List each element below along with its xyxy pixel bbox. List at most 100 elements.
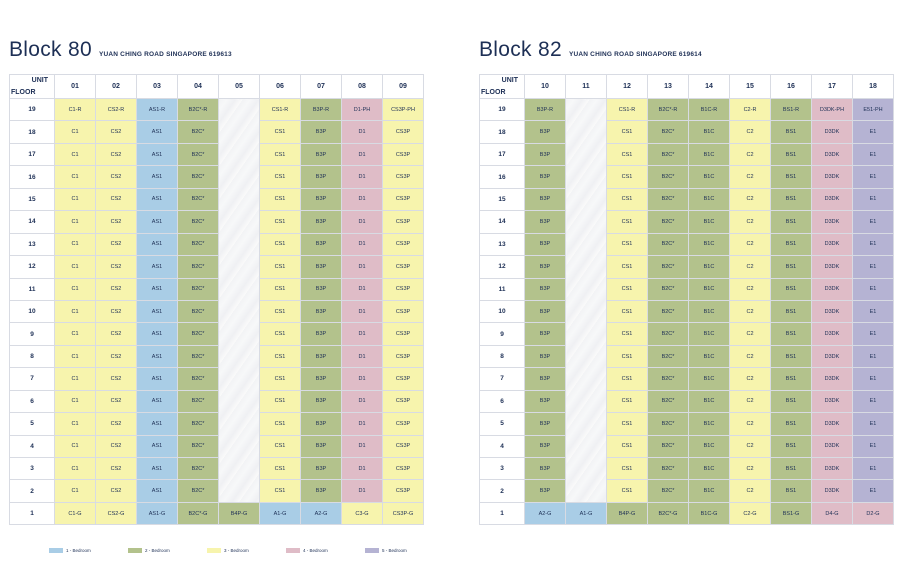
unit-number-07: 07 <box>300 74 342 99</box>
unit-header-label: UNIT <box>31 77 48 84</box>
unit-type-cell: D1 <box>341 187 383 212</box>
unit-type-cell: CS3P <box>382 255 424 279</box>
unit-type-cell: B2C* <box>647 232 689 257</box>
unit-type-cell: B3P <box>300 277 342 301</box>
unit-type-cell: C1 <box>54 322 96 346</box>
unit-type-cell: CS1 <box>259 479 301 503</box>
unit-type-cell: CS3P <box>382 367 424 391</box>
unit-type-cell: B3P <box>524 165 566 189</box>
floor-row-6: 6 B3P CS1 B2C* B1C C2 BS1 D3DK E1 <box>479 389 894 414</box>
unit-type-cell: E1 <box>852 120 894 144</box>
unit-type-cell: D1 <box>341 412 383 436</box>
unit-type-cell: B1C <box>688 322 730 346</box>
floor-row-11: 11 B3P CS1 B2C* B1C C2 BS1 D3DK E1 <box>479 277 894 301</box>
legend-swatch <box>286 548 300 553</box>
floor-number: 3 <box>9 456 55 481</box>
unit-type-cell: AS1 <box>136 232 178 257</box>
floor-number: 2 <box>9 479 55 503</box>
floor-number: 12 <box>9 255 55 279</box>
unit-number-03: 03 <box>136 74 178 99</box>
floor-number: 17 <box>9 142 55 167</box>
floor-row-15: 15 B3P CS1 B2C* B1C C2 BS1 D3DK E1 <box>479 187 894 212</box>
floor-number: 16 <box>9 165 55 189</box>
unit-type-cell: E1 <box>852 210 894 234</box>
unit-type-cell: D3DK <box>811 322 853 346</box>
unit-type-cell: B2C* <box>177 142 219 167</box>
unit-type-cell: D1-PH <box>341 97 383 122</box>
unit-type-cell: E1 <box>852 389 894 414</box>
unit-type-cell: BS1 <box>770 456 812 481</box>
floor-number: 5 <box>479 412 525 436</box>
unit-type-cell: CS3P <box>382 456 424 481</box>
unit-type-cell: B1C <box>688 165 730 189</box>
legend-swatch <box>365 548 379 553</box>
unit-type-cell: C1 <box>54 456 96 481</box>
unit-number-15: 15 <box>729 74 771 99</box>
unit-type-cell: E1 <box>852 165 894 189</box>
floor-number: 1 <box>479 501 525 526</box>
unit-type-cell: C2 <box>729 277 771 301</box>
unit-type-cell: D1 <box>341 232 383 257</box>
unit-type-cell: CS1 <box>606 120 648 144</box>
unit-type-cell: B3P <box>524 210 566 234</box>
unit-type-cell: CS1 <box>259 299 301 324</box>
floor-row-5: 5 C1 CS2 AS1 B2C* CS1 B3P D1 CS3P <box>9 412 424 436</box>
unit-type-cell: D3DK <box>811 367 853 391</box>
unit-header-row: UNIT FLOOR 10 11 12 13 14 15 16 17 18 <box>479 74 894 99</box>
floor-number: 19 <box>479 97 525 122</box>
unit-type-cell: CS3P-PH <box>382 97 424 122</box>
unit-type-cell: CS2 <box>95 187 137 212</box>
unit-type-cell: C2-G <box>729 501 771 526</box>
unit-header-label: UNIT <box>501 77 518 84</box>
unit-type-cell: B3P <box>524 344 566 369</box>
unit-type-cell: B2C* <box>647 344 689 369</box>
legend-label: 2 - Bedroom <box>145 548 170 553</box>
unit-type-cell: C2 <box>729 299 771 324</box>
unit-type-cell: B2C*-G <box>177 501 219 526</box>
unit-type-cell: C2 <box>729 255 771 279</box>
unit-type-cell: C2 <box>729 187 771 212</box>
unit-type-cell: CS1 <box>606 255 648 279</box>
floor-row-4: 4 C1 CS2 AS1 B2C* CS1 B3P D1 CS3P <box>9 434 424 459</box>
unit-type-cell: BS1 <box>770 412 812 436</box>
unit-type-cell: B1C-R <box>688 97 730 122</box>
floor-row-16: 16 B3P CS1 B2C* B1C C2 BS1 D3DK E1 <box>479 165 894 189</box>
block-header: Block 82 YUAN CHING ROAD SINGAPORE 61961… <box>479 38 894 70</box>
unit-type-cell: AS1 <box>136 142 178 167</box>
unit-type-cell: CS2 <box>95 142 137 167</box>
unit-type-cell: C1 <box>54 255 96 279</box>
unit-type-cell: B2C* <box>177 299 219 324</box>
floor-number: 9 <box>479 322 525 346</box>
unit-type-cell: B2C* <box>177 120 219 144</box>
unit-type-cell: C2 <box>729 389 771 414</box>
unit-type-cell: B1C <box>688 456 730 481</box>
unit-type-cell: B2C* <box>177 277 219 301</box>
unit-type-cell: D3DK <box>811 344 853 369</box>
unit-type-cell: D1 <box>341 299 383 324</box>
unit-type-cell: D1 <box>341 277 383 301</box>
unit-type-cell: B3P <box>524 479 566 503</box>
unit-type-cell: B3P <box>524 120 566 144</box>
unit-type-cell: D3DK <box>811 120 853 144</box>
unit-type-cell: CS1 <box>259 367 301 391</box>
unit-type-cell: B2C* <box>177 187 219 212</box>
unit-type-cell: E1 <box>852 142 894 167</box>
unit-number-06: 06 <box>259 74 301 99</box>
unit-grid-block-80: UNIT FLOOR 01 02 03 04 05 06 07 08 09 19 C1-R CS2-R AS… <box>9 74 424 526</box>
unit-type-cell: CS2 <box>95 479 137 503</box>
floor-number: 4 <box>479 434 525 459</box>
unit-type-cell: B1C <box>688 142 730 167</box>
floor-number: 7 <box>9 367 55 391</box>
unit-type-cell: B4P-G <box>606 501 648 526</box>
unit-type-cell: B3P <box>300 434 342 459</box>
unit-type-cell: C2 <box>729 479 771 503</box>
unit-type-cell: B1C <box>688 232 730 257</box>
unit-type-cell: BS1 <box>770 367 812 391</box>
floor-number: 1 <box>9 501 55 526</box>
unit-type-cell: CS1-R <box>259 97 301 122</box>
unit-type-cell: CS1 <box>259 255 301 279</box>
unit-type-cell: CS3P <box>382 120 424 144</box>
floor-number: 13 <box>9 232 55 257</box>
unit-type-cell: E1 <box>852 479 894 503</box>
floor-row-6: 6 C1 CS2 AS1 B2C* CS1 B3P D1 CS3P <box>9 389 424 414</box>
